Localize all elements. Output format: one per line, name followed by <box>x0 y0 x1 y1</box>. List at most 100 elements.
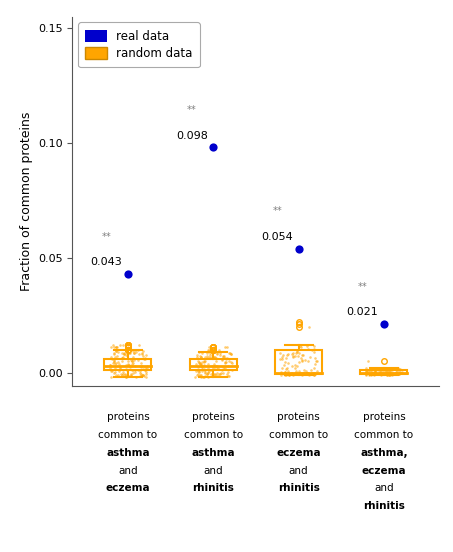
Point <box>198 373 205 381</box>
Point <box>297 370 304 379</box>
Point <box>304 368 312 377</box>
Point <box>136 367 144 376</box>
Point <box>211 343 218 352</box>
Point <box>195 371 202 380</box>
Point <box>294 370 301 379</box>
Text: and: and <box>118 465 138 475</box>
Point <box>308 366 315 375</box>
Text: eczema: eczema <box>361 465 406 475</box>
Point <box>211 369 218 378</box>
Point <box>388 369 395 378</box>
Point <box>397 369 405 378</box>
Point <box>281 368 289 376</box>
Point <box>108 367 115 375</box>
Point <box>289 350 296 359</box>
Point <box>122 351 129 360</box>
Point <box>307 370 314 379</box>
Point <box>200 360 207 369</box>
Point <box>372 365 380 374</box>
Point <box>386 365 393 374</box>
Point <box>195 367 202 376</box>
Point <box>209 370 217 379</box>
Point <box>383 369 390 378</box>
Text: common to: common to <box>269 430 328 440</box>
Point <box>397 367 404 376</box>
Point <box>299 351 306 360</box>
Point <box>113 347 120 356</box>
Point <box>198 358 206 367</box>
Text: 0.021: 0.021 <box>347 307 379 317</box>
Point <box>114 348 121 357</box>
Point <box>141 355 149 364</box>
Point <box>292 367 299 376</box>
Point <box>380 367 387 376</box>
Point <box>383 367 390 375</box>
Point <box>301 355 308 364</box>
Point <box>221 358 228 367</box>
Point <box>112 358 119 367</box>
Point <box>139 365 146 374</box>
Point <box>215 369 222 378</box>
Point <box>382 368 390 377</box>
Point <box>111 356 118 365</box>
Point <box>117 369 125 378</box>
Point <box>363 366 371 375</box>
Point <box>207 353 214 362</box>
Point <box>212 353 220 362</box>
Point <box>372 364 379 373</box>
Point <box>376 368 383 376</box>
Y-axis label: Fraction of common proteins: Fraction of common proteins <box>19 112 33 291</box>
Point <box>138 371 145 380</box>
Point <box>310 370 318 379</box>
Point <box>296 342 304 351</box>
Point <box>221 352 228 360</box>
Point <box>115 357 122 366</box>
Point <box>136 362 143 370</box>
Point <box>224 369 231 378</box>
Point <box>383 370 390 379</box>
Point <box>285 370 292 379</box>
Point <box>125 360 132 369</box>
Point <box>143 369 150 378</box>
Point <box>377 364 385 373</box>
Point <box>362 368 370 376</box>
Point <box>210 362 217 370</box>
Point <box>129 357 136 365</box>
Point <box>121 371 129 380</box>
Point <box>367 370 375 379</box>
Point <box>211 364 218 373</box>
Point <box>130 359 137 368</box>
Point <box>199 362 206 371</box>
Point <box>228 349 235 358</box>
Point <box>369 370 376 379</box>
Point <box>204 360 211 369</box>
Point <box>291 360 299 369</box>
Point <box>295 358 302 367</box>
Point <box>124 361 131 370</box>
Point <box>116 363 123 372</box>
Point <box>384 364 391 373</box>
Point <box>195 367 202 376</box>
Point <box>209 352 216 361</box>
Point <box>281 369 288 378</box>
Point <box>298 355 305 364</box>
Point <box>371 368 378 376</box>
Point <box>197 360 204 369</box>
Point <box>193 351 201 359</box>
Point <box>125 359 132 368</box>
Point <box>382 368 389 377</box>
Point <box>136 369 143 378</box>
Point <box>114 351 121 360</box>
Point <box>389 365 396 374</box>
Point <box>207 369 215 378</box>
Point <box>119 354 126 363</box>
Point <box>119 341 126 349</box>
Point <box>377 370 384 379</box>
Point <box>378 368 385 377</box>
Point <box>291 363 299 372</box>
Point <box>293 317 300 326</box>
Point <box>289 353 296 362</box>
Point <box>111 357 118 365</box>
Point <box>368 368 376 376</box>
Point <box>207 345 215 354</box>
